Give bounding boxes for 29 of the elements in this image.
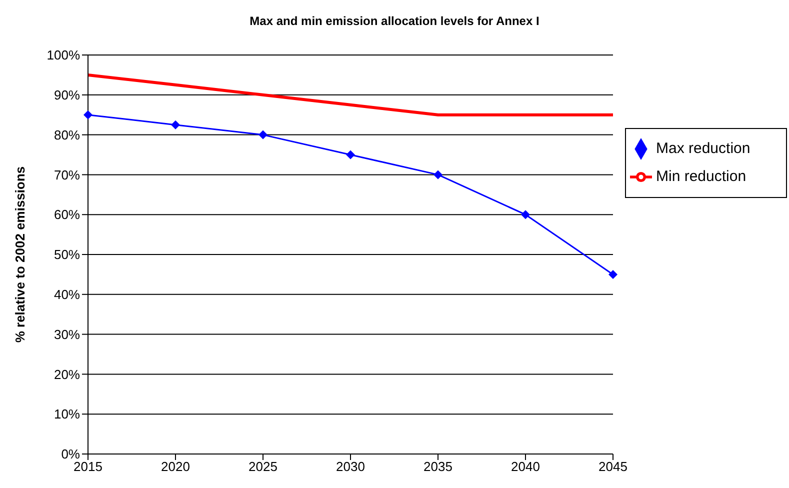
point <box>434 170 442 180</box>
chart-title: Max and min emission allocation levels for Annex I <box>248 14 540 28</box>
point <box>258 130 268 140</box>
x-tick-label: 2020 <box>161 459 190 474</box>
y-tick-label: 50% <box>54 247 80 262</box>
point <box>84 110 92 120</box>
y-tick-label: 60% <box>54 207 80 222</box>
x-tick-label: 2040 <box>511 459 540 474</box>
x-tick-label: 2030 <box>336 459 365 474</box>
y-tick-label: 20% <box>54 366 80 382</box>
point <box>521 210 530 220</box>
y-tick-label: 80% <box>54 127 80 142</box>
legend-label: Max reduction <box>656 140 750 157</box>
x-tick-label: 2025 <box>248 459 278 474</box>
y-tick-label: 100% <box>46 48 80 63</box>
legend-label: Min reduction <box>656 168 746 185</box>
y-tick-label: 90% <box>54 88 80 103</box>
y-tick-label: 0% <box>61 446 80 462</box>
y-tick-label: 30% <box>54 326 80 342</box>
point <box>346 150 355 160</box>
x-tick-label: 2035 <box>424 459 452 474</box>
point <box>608 270 618 279</box>
y-tick-label: 40% <box>54 287 80 302</box>
x-tick-label: 2015 <box>74 459 102 474</box>
x-tick-label: 2045 <box>598 459 628 474</box>
y-tick-label: 70% <box>54 167 80 182</box>
point <box>171 120 180 130</box>
y-tick-label: 10% <box>54 406 80 422</box>
y-axis-title: % relative to 2002 emissions <box>12 166 28 343</box>
